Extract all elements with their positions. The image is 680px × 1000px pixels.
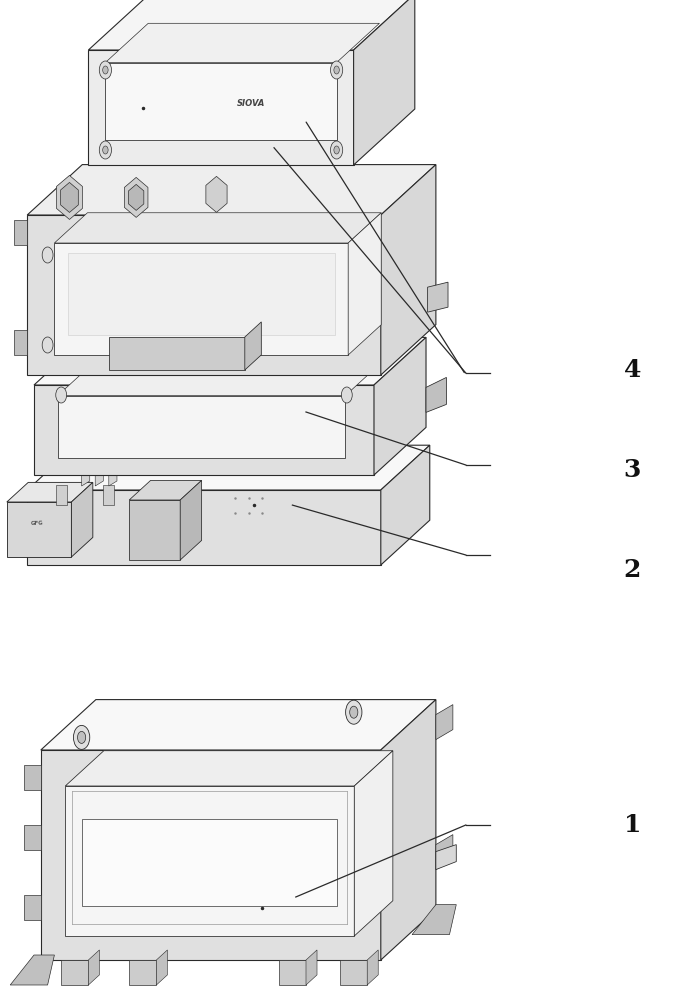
- Polygon shape: [88, 950, 99, 985]
- Circle shape: [341, 387, 352, 403]
- Polygon shape: [105, 62, 337, 140]
- Polygon shape: [180, 480, 202, 560]
- Circle shape: [99, 141, 112, 159]
- Polygon shape: [95, 461, 103, 486]
- Text: 1: 1: [624, 813, 641, 837]
- Polygon shape: [7, 502, 71, 557]
- Polygon shape: [381, 445, 430, 565]
- Circle shape: [78, 731, 86, 743]
- Polygon shape: [367, 950, 378, 985]
- Polygon shape: [56, 485, 67, 505]
- Polygon shape: [10, 955, 54, 985]
- Polygon shape: [27, 165, 436, 215]
- Polygon shape: [27, 490, 381, 565]
- Text: 4: 4: [624, 358, 641, 382]
- Polygon shape: [56, 175, 82, 219]
- Circle shape: [42, 247, 53, 263]
- Polygon shape: [88, 50, 354, 165]
- Polygon shape: [436, 845, 456, 870]
- Polygon shape: [129, 184, 144, 210]
- Polygon shape: [129, 960, 156, 985]
- Text: SIOVA: SIOVA: [237, 99, 266, 108]
- Polygon shape: [61, 960, 88, 985]
- Polygon shape: [82, 461, 90, 486]
- Circle shape: [73, 725, 90, 749]
- Polygon shape: [129, 500, 180, 560]
- Polygon shape: [354, 0, 415, 165]
- Polygon shape: [14, 330, 27, 355]
- Circle shape: [350, 706, 358, 718]
- Polygon shape: [27, 215, 381, 375]
- Circle shape: [99, 61, 112, 79]
- Polygon shape: [306, 950, 317, 985]
- Polygon shape: [58, 367, 377, 396]
- Polygon shape: [436, 705, 453, 740]
- Polygon shape: [156, 950, 167, 985]
- Polygon shape: [103, 485, 114, 505]
- Polygon shape: [24, 895, 41, 920]
- Circle shape: [42, 337, 53, 353]
- Polygon shape: [412, 905, 456, 935]
- Polygon shape: [82, 818, 337, 906]
- Polygon shape: [279, 960, 306, 985]
- Circle shape: [330, 141, 343, 159]
- Polygon shape: [24, 765, 41, 790]
- Polygon shape: [206, 176, 227, 212]
- Circle shape: [56, 387, 67, 403]
- Polygon shape: [354, 751, 393, 936]
- Polygon shape: [24, 825, 41, 850]
- Circle shape: [103, 66, 108, 74]
- Polygon shape: [65, 751, 393, 786]
- Polygon shape: [68, 253, 335, 335]
- Polygon shape: [54, 213, 381, 243]
- Polygon shape: [340, 960, 367, 985]
- Polygon shape: [129, 480, 202, 500]
- Circle shape: [334, 146, 339, 154]
- Polygon shape: [34, 385, 374, 475]
- Circle shape: [330, 61, 343, 79]
- Polygon shape: [426, 377, 447, 412]
- Polygon shape: [7, 482, 92, 502]
- Polygon shape: [65, 786, 354, 936]
- Polygon shape: [41, 750, 381, 960]
- Polygon shape: [109, 461, 117, 486]
- Polygon shape: [71, 482, 92, 557]
- Polygon shape: [88, 0, 415, 50]
- Polygon shape: [124, 177, 148, 217]
- Polygon shape: [348, 213, 381, 355]
- Polygon shape: [109, 337, 245, 370]
- Polygon shape: [245, 322, 261, 370]
- Polygon shape: [105, 23, 379, 62]
- Circle shape: [345, 700, 362, 724]
- Text: GFG: GFG: [31, 520, 44, 526]
- Polygon shape: [58, 396, 345, 458]
- Polygon shape: [54, 243, 348, 355]
- Circle shape: [334, 66, 339, 74]
- Polygon shape: [436, 835, 453, 870]
- Polygon shape: [34, 337, 426, 385]
- Polygon shape: [381, 165, 436, 375]
- Polygon shape: [428, 282, 448, 312]
- Polygon shape: [61, 182, 78, 212]
- Polygon shape: [27, 445, 430, 490]
- Text: 2: 2: [624, 558, 641, 582]
- Circle shape: [103, 146, 108, 154]
- Text: 3: 3: [624, 458, 641, 482]
- Polygon shape: [374, 337, 426, 475]
- Polygon shape: [381, 700, 436, 960]
- Polygon shape: [14, 220, 27, 245]
- Polygon shape: [41, 700, 436, 750]
